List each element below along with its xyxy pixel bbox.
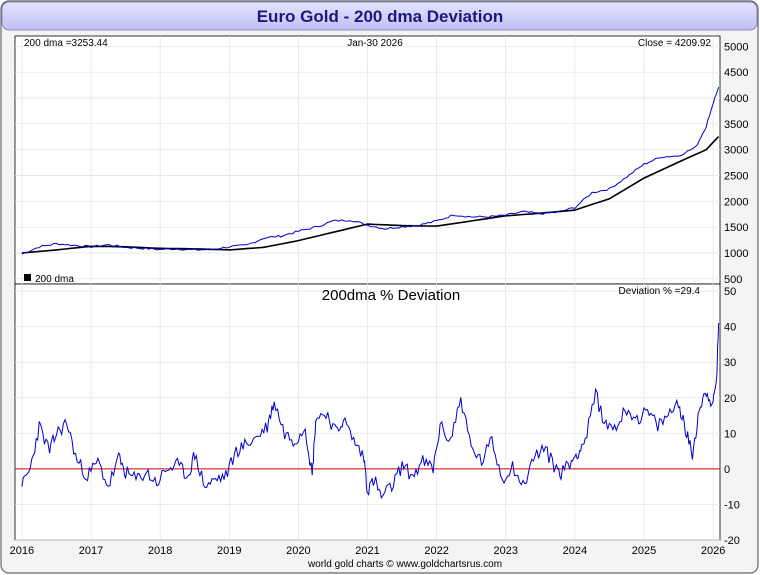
footer-credit: world gold charts © www.goldchartsrus.co…	[307, 559, 502, 570]
y-tick-label-top: 1500	[724, 222, 748, 234]
deviation-title: 200dma % Deviation	[322, 287, 460, 304]
close-label: Close = 4209.92	[638, 38, 712, 49]
y-tick-label-top: 2000	[724, 196, 748, 208]
deviation-line	[21, 323, 720, 500]
y-tick-label-top: 5000	[724, 41, 748, 53]
y-tick-label-top: 3500	[724, 119, 748, 131]
date-label: Jan-30 2026	[347, 38, 403, 49]
dma-value-label: 200 dma =3253.44	[24, 38, 108, 49]
x-tick-label: 2021	[355, 545, 379, 557]
y-tick-label-bottom: 30	[724, 357, 736, 369]
y-tick-label-top: 500	[724, 274, 742, 286]
price-line	[21, 87, 720, 255]
chart-title: Euro Gold - 200 dma Deviation	[257, 7, 504, 26]
x-tick-label: 2024	[563, 545, 587, 557]
x-tick-label: 2022	[424, 545, 448, 557]
x-tick-label: 2023	[493, 545, 517, 557]
x-tick-label: 2026	[701, 545, 725, 557]
y-tick-label-top: 4000	[724, 93, 748, 105]
y-ticks-bottom: -20 -10 0 10 20 30 40 50	[724, 286, 740, 547]
y-tick-label-bottom: -10	[724, 499, 740, 511]
y-tick-label-bottom: 10	[724, 428, 736, 440]
x-tick-label: 2020	[286, 545, 310, 557]
grid-top	[15, 36, 720, 284]
y-tick-label-top: 1000	[724, 248, 748, 260]
x-ticks: 2016 2017 2018 2019 2020 2021 2022 2023 2024 2025…	[10, 545, 726, 557]
deviation-value-label: Deviation % =29.4	[619, 286, 701, 297]
dma-line	[21, 136, 720, 254]
y-tick-label-top: 3000	[724, 145, 748, 157]
y-tick-label-top: 2500	[724, 171, 748, 183]
y-tick-label-bottom: -20	[724, 535, 740, 547]
title-bar	[1, 1, 758, 31]
y-tick-label-bottom: 40	[724, 322, 736, 334]
y-tick-label-top: 4500	[724, 67, 748, 79]
legend-label: 200 dma	[35, 274, 74, 285]
y-tick-label-bottom: 0	[724, 464, 730, 476]
y-tick-label-bottom: 50	[724, 286, 736, 298]
y-ticks-top: 500 1000 1500 2000 2500 3000 3500 4000 4500 5000	[724, 41, 748, 286]
x-tick-label: 2017	[79, 545, 103, 557]
x-tick-label: 2019	[217, 545, 241, 557]
x-tick-label: 2025	[632, 545, 656, 557]
y-tick-label-bottom: 20	[724, 393, 736, 405]
x-tick-label: 2018	[148, 545, 172, 557]
legend-swatch	[24, 274, 31, 281]
x-tick-label: 2016	[10, 545, 34, 557]
grid-bottom	[15, 284, 720, 541]
